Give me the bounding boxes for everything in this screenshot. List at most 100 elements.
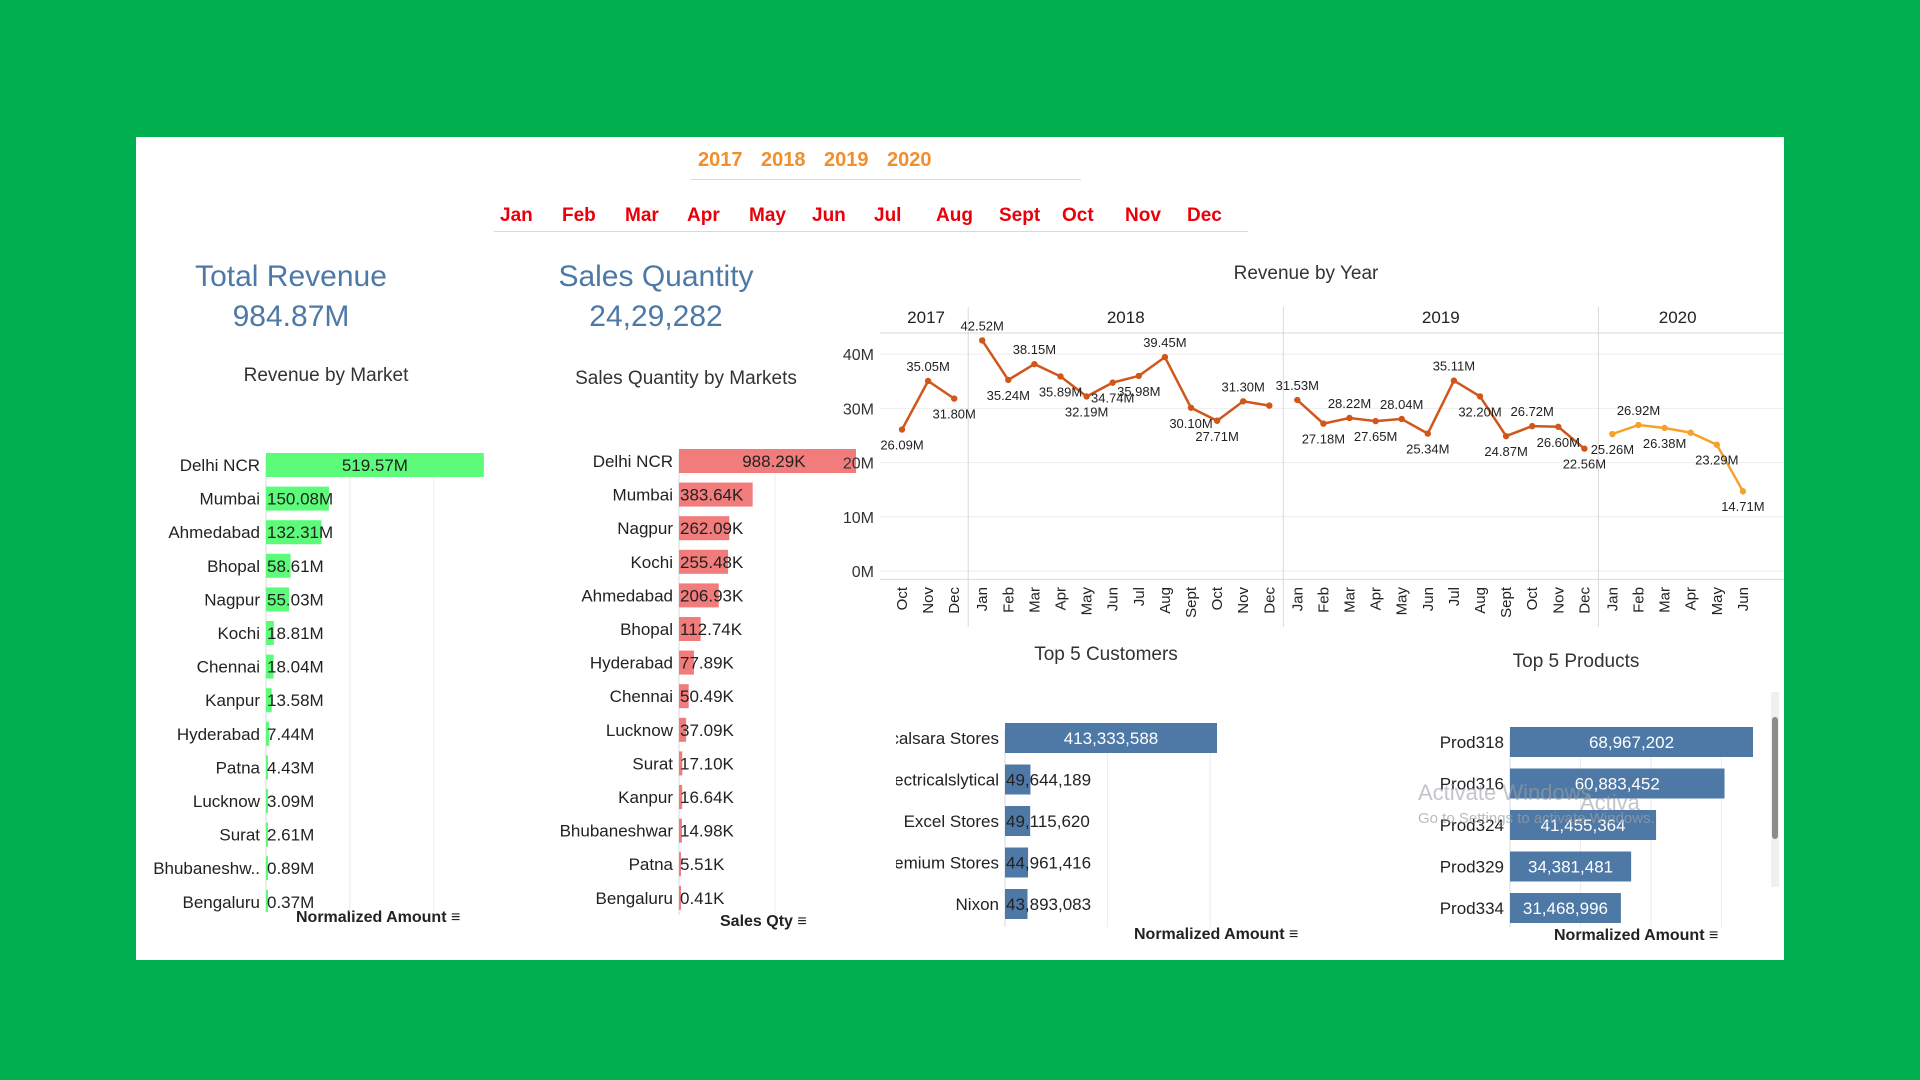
top-products-chart: 0M20M40M60MProd31868,967,202Prod31660,88… (1440, 727, 1753, 927)
y-tick-label: 20M (843, 456, 874, 473)
sales-qty-by-markets-title: Sales Quantity by Markets (575, 368, 797, 389)
month-filter-mar[interactable]: Mar (625, 205, 659, 226)
bar (1005, 723, 1217, 753)
category-label: Prod324 (1440, 816, 1504, 835)
month-tick-label: Jan (1289, 587, 1306, 611)
month-tick-label: May (1709, 587, 1726, 616)
data-point (1609, 430, 1616, 438)
month-filter-oct[interactable]: Oct (1062, 205, 1094, 226)
data-label: 35.89M (1039, 384, 1082, 399)
month-filter-jan[interactable]: Jan (500, 205, 533, 226)
data-label: 150.08M (267, 490, 333, 509)
category-label: Lucknow (606, 721, 674, 740)
data-label: 32.19M (1065, 404, 1108, 419)
bar (679, 885, 681, 910)
sales-quantity-title: Sales Quantity (558, 260, 754, 293)
year-filter-2018[interactable]: 2018 (761, 149, 806, 171)
month-tick-label: May (1394, 587, 1411, 616)
activate-windows-overlap: Activa (1580, 790, 1640, 815)
data-label: 27.18M (1302, 432, 1345, 447)
bar (679, 684, 689, 709)
data-point (1031, 360, 1038, 368)
month-tick-label: Jan (1604, 587, 1621, 611)
products-scrollbar-track[interactable] (1771, 692, 1779, 887)
month-tick-label: Dec (946, 587, 963, 614)
bar (1510, 810, 1657, 840)
sales-qty-by-markets-chart: 0K500K1000KDelhi NCR988.29KMumbai383.64K… (560, 449, 856, 915)
bar (266, 654, 274, 679)
revenue-by-market-chart: 0M200M400MDelhi NCR519.57MMumbai150.08MA… (153, 453, 484, 912)
data-point (1398, 415, 1405, 423)
month-filter-apr[interactable]: Apr (687, 205, 720, 226)
data-point (1187, 404, 1195, 411)
data-point (1161, 353, 1169, 361)
data-point (1109, 379, 1116, 386)
data-point (1635, 421, 1642, 429)
month-tick-label: Feb (1631, 587, 1648, 613)
y-tick-label: 40M (843, 347, 874, 364)
category-label: Hyderabad (590, 654, 673, 673)
data-label: 35.05M (906, 359, 949, 374)
year-filter-2020[interactable]: 2020 (887, 149, 932, 171)
month-tick-label: Sept (1498, 586, 1515, 618)
category-label: Mumbai (613, 486, 673, 505)
year-filter-2017[interactable]: 2017 (698, 149, 743, 171)
category-label: Nixon (956, 895, 999, 914)
data-label: 4.43M (267, 758, 314, 777)
data-point (1240, 398, 1247, 405)
bar (1005, 889, 1028, 919)
data-label: 30.10M (1169, 416, 1212, 431)
data-label: 39.45M (1143, 335, 1186, 350)
bar (266, 587, 290, 612)
total-revenue-title: Total Revenue (195, 260, 387, 293)
revenue-by-year-chart: 0M 10M 20M 30M 40M 2017 Oct Nov Dec 26.09M 35.05M 3… (843, 307, 1784, 627)
month-filter-feb[interactable]: Feb (562, 205, 596, 226)
data-label: 3.09M (267, 792, 314, 811)
month-tick-label: Feb (1315, 587, 1332, 613)
data-label: 37.09K (680, 721, 735, 740)
category-label: Lucknow (193, 792, 261, 811)
bar (266, 520, 322, 545)
products-scrollbar-thumb[interactable] (1772, 717, 1778, 839)
data-point (1713, 441, 1720, 448)
data-label: 26.09M (880, 438, 923, 453)
year-panel-header: 2017 (907, 308, 945, 327)
month-tick-label: Nov (1235, 587, 1252, 614)
month-tick-label: Aug (1157, 587, 1174, 614)
data-point (1005, 376, 1012, 384)
data-point (898, 426, 906, 433)
bar (266, 856, 268, 881)
month-tick-label: Apr (1053, 587, 1070, 610)
data-label: 42.52M (961, 318, 1004, 333)
month-filter-dec[interactable]: Dec (1187, 205, 1222, 226)
bar (266, 486, 329, 511)
category-label: Bhubaneshwar (560, 822, 674, 841)
bar (266, 889, 268, 912)
category-label: Delhi NCR (180, 456, 260, 475)
year-filter-2019[interactable]: 2019 (824, 149, 869, 171)
year-panel-header: 2019 (1422, 308, 1460, 327)
data-label: 0.89M (267, 859, 314, 878)
category-label: Ahmedabad (581, 586, 673, 605)
month-filter-may[interactable]: May (749, 205, 786, 226)
data-label: 519.57M (342, 456, 408, 475)
bar (266, 688, 272, 713)
data-label: 31,468,996 (1523, 899, 1608, 918)
category-label: Electricalslytical (896, 771, 999, 790)
data-label: 112.74K (680, 620, 743, 639)
category-label: Nagpur (204, 590, 260, 609)
month-filter-aug[interactable]: Aug (936, 205, 973, 226)
revenue-line (900, 379, 955, 431)
data-label: 35.98M (1117, 384, 1160, 399)
data-point (1266, 402, 1273, 409)
category-label: Kanpur (205, 691, 260, 710)
data-label: 383.64K (680, 486, 744, 505)
bar (266, 453, 484, 477)
data-label: 31.80M (933, 407, 976, 422)
category-label: Patna (216, 758, 261, 777)
month-tick-label: Dec (1261, 587, 1278, 614)
month-filter-jun[interactable]: Jun (812, 205, 846, 226)
month-filter-sept[interactable]: Sept (999, 205, 1041, 226)
month-filter-nov[interactable]: Nov (1125, 205, 1161, 226)
month-filter-jul[interactable]: Jul (874, 205, 902, 226)
